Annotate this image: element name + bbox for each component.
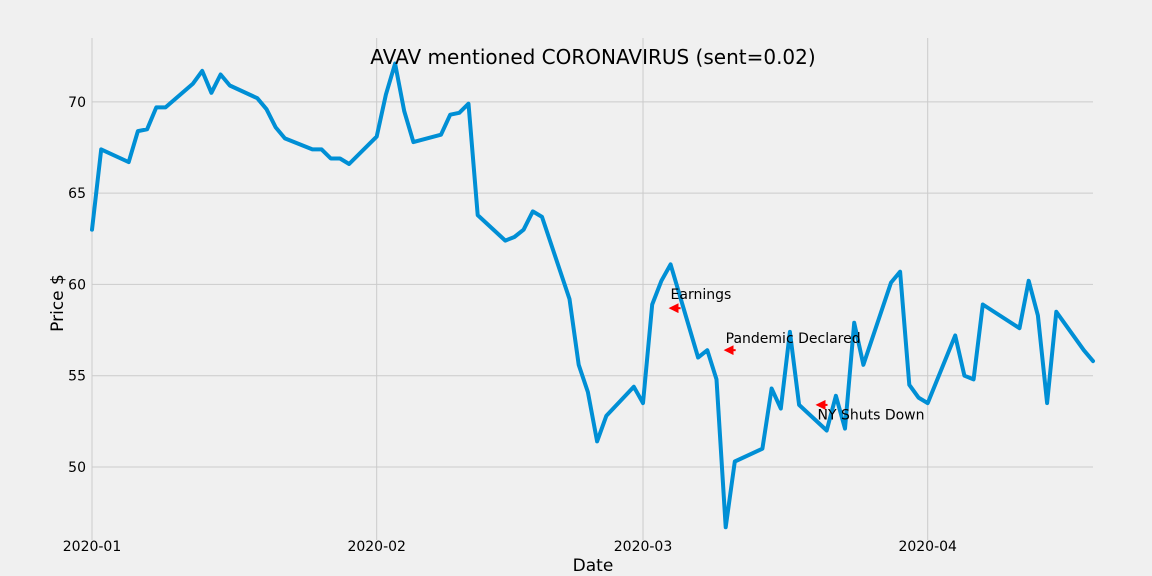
y-gridlines: [92, 101, 1093, 468]
x-tick-label: 2020-02: [347, 539, 406, 555]
y-tick-label: 55: [68, 369, 86, 385]
y-tick-label: 65: [68, 186, 86, 202]
y-axis-label: Price $: [48, 274, 68, 332]
annotation-label: Earnings: [671, 287, 732, 303]
chart-title: AVAV mentioned CORONAVIRUS (sent=0.02): [370, 45, 815, 69]
x-tick-labels: 2020-01 2020-02 2020-03 2020-04: [63, 539, 957, 555]
plot-area: [92, 38, 1093, 540]
x-axis-label: Date: [573, 556, 614, 576]
x-tick-label: 2020-01: [63, 539, 122, 555]
annotation-label: NY Shuts Down: [817, 408, 924, 424]
y-tick-label: 60: [68, 277, 86, 293]
y-tick-labels: 50 55 60 65 70: [68, 95, 86, 476]
y-tick-label: 70: [68, 95, 86, 111]
x-tick-label: 2020-03: [614, 539, 673, 555]
x-gridlines: [91, 38, 929, 540]
x-tick-label: 2020-04: [898, 539, 957, 555]
annotations: Earnings Pandemic Declared NY Shuts Down: [668, 287, 925, 424]
y-tick-label: 50: [68, 460, 86, 476]
price-series-line: [90, 61, 1095, 530]
annotation-label: Pandemic Declared: [726, 331, 861, 347]
